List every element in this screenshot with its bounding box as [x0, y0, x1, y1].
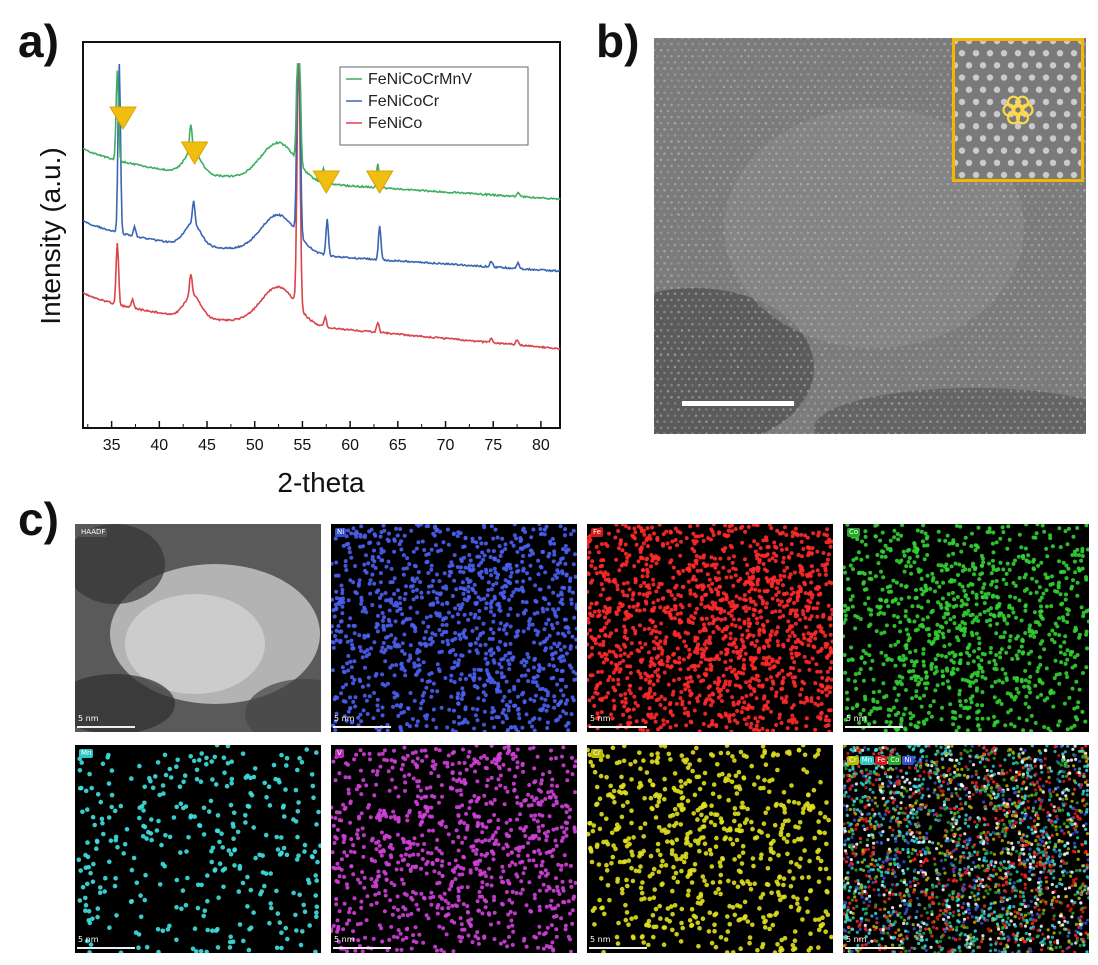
plot-frame — [82, 41, 561, 429]
legend-label: FeNiCo — [368, 115, 422, 132]
legend: FeNiCoCrMnV FeNiCoCr FeNiCo — [339, 66, 529, 146]
peak-marker — [180, 141, 209, 165]
element-tag: Co — [847, 528, 861, 537]
scale-bar-label: 5 nm — [334, 935, 355, 944]
eds-map-overlay: Cr Mn Fe Co Ni 5 nm — [843, 745, 1089, 953]
scale-bar — [589, 947, 647, 949]
y-axis-label: Intensity (a.u.) — [35, 147, 66, 324]
scale-bar-label: 5 nm — [334, 714, 355, 723]
x-tick-label: 50 — [246, 437, 264, 454]
eds-map-ni: Ni 5 nm — [331, 524, 577, 732]
element-tag: Ni — [335, 528, 347, 537]
x-tick-label: 60 — [341, 437, 359, 454]
hrtem-image — [654, 38, 1086, 434]
x-tick-label: 70 — [437, 437, 455, 454]
eds-map-haadf: HAADF 5 nm — [75, 524, 321, 732]
eds-map-fe: Fe 5 nm — [587, 524, 833, 732]
hexagonal-motif — [1002, 95, 1034, 125]
x-tick-label: 75 — [484, 437, 502, 454]
scale-bar-label: 5 nm — [78, 935, 99, 944]
overlay-legend-chip: Mn — [859, 756, 875, 765]
scale-bar — [845, 726, 903, 728]
eds-map-cr: Cr 5 nm — [587, 745, 833, 953]
element-tag: HAADF — [79, 528, 108, 537]
scale-bar — [77, 947, 135, 949]
peak-marker — [312, 170, 341, 194]
scale-bar-label: 5 nm — [78, 714, 99, 723]
x-tick-label: 55 — [294, 437, 312, 454]
scale-bar — [333, 947, 391, 949]
overlay-legend-chip: Cr — [847, 756, 859, 765]
element-tag: Mn — [79, 749, 94, 758]
series-line-FeNiCoCr — [82, 63, 561, 273]
overlay-legend: Cr Mn Fe Co Ni — [847, 749, 915, 767]
element-tag: V — [335, 749, 344, 758]
panel-label-a: a) — [18, 15, 59, 67]
peak-markers — [109, 106, 394, 194]
scale-bar — [77, 726, 135, 728]
scale-bar — [333, 726, 391, 728]
x-tick-label: 80 — [532, 437, 550, 454]
peak-marker — [109, 106, 137, 130]
x-ticks: 35 40 45 50 55 60 65 70 75 80 — [87, 421, 550, 454]
eds-map-co: Co 5 nm — [843, 524, 1089, 732]
x-tick-label: 40 — [150, 437, 168, 454]
panel-label-c: c) — [18, 493, 59, 545]
scale-bar — [589, 726, 647, 728]
overlay-legend-chip: Ni — [902, 756, 914, 765]
panel-label-b: b) — [596, 15, 640, 67]
scale-bar-label: 5 nm — [846, 935, 867, 944]
legend-label: FeNiCoCr — [368, 93, 440, 110]
x-tick-label: 45 — [198, 437, 216, 454]
xrd-chart: 35 40 45 50 55 60 65 70 75 80 2-theta Intensity (… — [35, 41, 561, 498]
element-tag: Fe — [591, 528, 603, 537]
scale-bar — [845, 947, 903, 949]
inset-lattice — [955, 41, 1081, 179]
element-tag: Cr — [591, 749, 603, 758]
peak-marker — [365, 170, 394, 194]
x-tick-label: 35 — [103, 437, 121, 454]
overlay-legend-chip: Co — [888, 756, 902, 765]
eds-map-mn: Mn 5 nm — [75, 745, 321, 953]
inset-image — [952, 38, 1084, 182]
x-tick-label: 65 — [389, 437, 407, 454]
series-line-FeNiCo — [82, 63, 561, 351]
scale-bar-label: 5 nm — [846, 714, 867, 723]
overlay-legend-chip: Fe — [875, 756, 888, 765]
scale-bar-label: 5 nm — [590, 935, 611, 944]
scale-bar-label: 5 nm — [590, 714, 611, 723]
legend-label: FeNiCoCrMnV — [368, 71, 472, 88]
scale-bar — [682, 401, 794, 406]
x-axis-label: 2-theta — [277, 467, 365, 498]
eds-map-v: V 5 nm — [331, 745, 577, 953]
